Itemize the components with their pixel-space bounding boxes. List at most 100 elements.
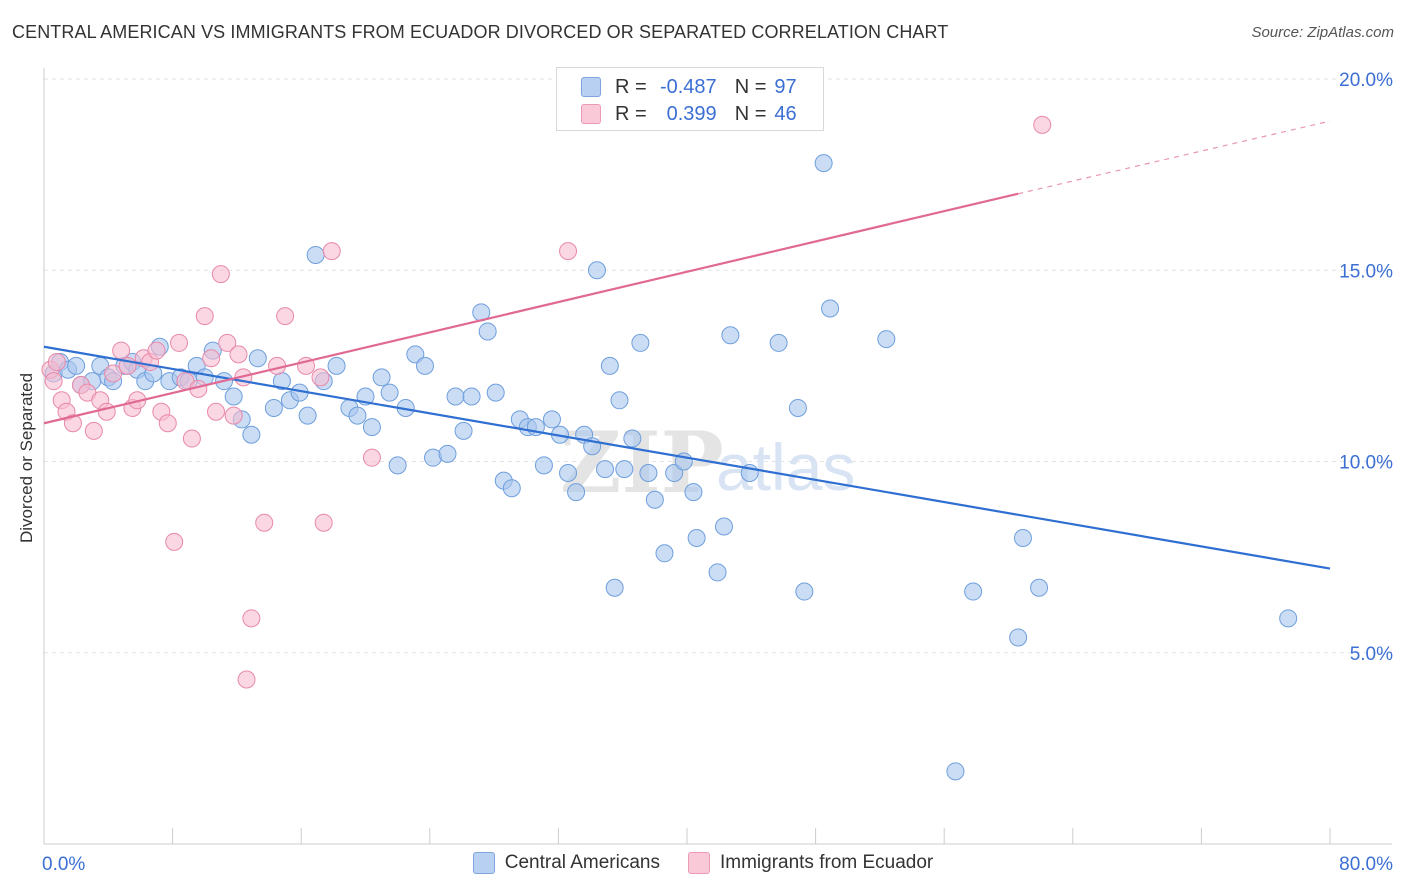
- data-point-central-americans: [708, 563, 727, 582]
- data-point-immigrants-ecuador: [63, 414, 82, 433]
- stats-legend: R = -0.487 N = 97 R = 0.399 N = 46: [556, 67, 824, 131]
- legend-item-immigrants-ecuador: Immigrants from Ecuador: [687, 852, 934, 874]
- series-central-americans: [44, 154, 1298, 781]
- data-point-immigrants-ecuador: [195, 307, 214, 326]
- data-point-immigrants-ecuador: [182, 429, 201, 448]
- data-point-central-americans: [242, 425, 261, 444]
- data-point-central-americans: [380, 383, 399, 402]
- data-point-central-americans: [478, 322, 497, 341]
- data-point-immigrants-ecuador: [211, 265, 230, 284]
- data-point-immigrants-ecuador: [322, 242, 341, 261]
- data-point-immigrants-ecuador: [104, 364, 123, 383]
- trend-line-central-americans: [43, 345, 1331, 570]
- legend-swatch-blue: [472, 852, 495, 874]
- data-point-immigrants-ecuador: [559, 242, 578, 261]
- data-point-central-americans: [454, 421, 473, 440]
- data-point-central-americans: [615, 460, 634, 479]
- data-point-central-americans: [600, 356, 619, 375]
- data-point-central-americans: [964, 582, 983, 601]
- data-point-central-americans: [415, 356, 434, 375]
- data-point-immigrants-ecuador: [170, 333, 189, 352]
- data-point-central-americans: [327, 356, 346, 375]
- data-point-central-americans: [534, 456, 553, 475]
- data-point-central-americans: [542, 410, 561, 429]
- data-point-central-americans: [814, 154, 833, 173]
- data-point-central-americans: [665, 463, 684, 482]
- data-point-central-americans: [224, 387, 243, 406]
- trend-lines: [43, 120, 1331, 570]
- n-value: 97: [774, 75, 797, 98]
- y-tick-label: 5.0%: [1350, 644, 1393, 665]
- data-point-immigrants-ecuador: [314, 513, 333, 532]
- data-point-immigrants-ecuador: [311, 368, 330, 387]
- y-tick-label: 15.0%: [1339, 261, 1393, 282]
- data-point-central-americans: [610, 391, 629, 410]
- legend-swatch-pink: [687, 852, 710, 874]
- data-point-immigrants-ecuador: [158, 414, 177, 433]
- data-point-central-americans: [596, 460, 615, 479]
- data-point-central-americans: [1013, 529, 1032, 547]
- n-label: N =: [734, 102, 767, 125]
- legend-swatch-blue: [581, 77, 601, 97]
- data-point-central-americans: [486, 383, 505, 402]
- data-point-central-americans: [348, 406, 367, 425]
- data-point-immigrants-ecuador: [207, 402, 226, 421]
- data-point-central-americans: [795, 582, 814, 601]
- data-point-immigrants-ecuador: [202, 349, 221, 368]
- y-tick-label: 20.0%: [1339, 70, 1393, 91]
- data-point-immigrants-ecuador: [147, 341, 166, 360]
- data-point-immigrants-ecuador: [224, 406, 243, 425]
- data-point-central-americans: [946, 762, 965, 781]
- data-point-immigrants-ecuador: [362, 448, 381, 467]
- data-point-central-americans: [306, 245, 325, 264]
- legend-item-central-americans: Central Americans: [472, 852, 660, 874]
- data-point-central-americans: [631, 333, 650, 352]
- data-point-immigrants-ecuador: [97, 402, 116, 421]
- data-point-central-americans: [877, 330, 896, 349]
- data-point-central-americans: [714, 517, 733, 536]
- data-point-central-americans: [559, 463, 578, 482]
- n-value: 46: [774, 102, 797, 125]
- data-point-central-americans: [372, 368, 391, 387]
- data-point-central-americans: [721, 326, 740, 345]
- data-point-immigrants-ecuador: [229, 345, 248, 364]
- r-label: R =: [615, 102, 647, 125]
- axes: [43, 68, 1392, 845]
- data-point-central-americans: [684, 483, 703, 502]
- r-label: R =: [615, 75, 647, 98]
- data-point-central-americans: [446, 387, 465, 406]
- legend-label: Immigrants from Ecuador: [719, 852, 934, 873]
- legend-row-central-americans: R = -0.487 N = 97: [581, 75, 797, 99]
- trend-line-immigrants-ecuador: [43, 192, 1019, 425]
- data-point-central-americans: [623, 429, 642, 448]
- data-point-central-americans: [639, 463, 658, 482]
- data-point-central-americans: [1279, 609, 1298, 628]
- data-point-central-americans: [769, 333, 788, 352]
- x-tick-label-min: 0.0%: [42, 854, 85, 875]
- data-point-central-americans: [438, 444, 457, 463]
- data-point-immigrants-ecuador: [255, 513, 274, 532]
- data-point-central-americans: [821, 299, 840, 318]
- r-value: 0.399: [666, 102, 717, 125]
- data-point-central-americans: [67, 356, 86, 375]
- data-point-central-americans: [645, 490, 664, 509]
- data-point-immigrants-ecuador: [276, 307, 295, 326]
- y-axis-label: Divorced or Separated: [17, 373, 36, 543]
- data-point-central-americans: [264, 398, 283, 417]
- series-immigrants-ecuador: [41, 115, 1052, 689]
- data-point-central-americans: [462, 387, 481, 406]
- legend-swatch-pink: [581, 104, 601, 124]
- data-point-immigrants-ecuador: [44, 372, 63, 391]
- data-point-central-americans: [298, 406, 317, 425]
- data-point-immigrants-ecuador: [218, 333, 237, 352]
- data-point-central-americans: [605, 578, 624, 597]
- data-point-central-americans: [655, 544, 674, 563]
- chart-title: CENTRAL AMERICAN VS IMMIGRANTS FROM ECUA…: [12, 22, 949, 42]
- data-point-central-americans: [1030, 578, 1049, 597]
- data-point-central-americans: [587, 261, 606, 280]
- data-point-immigrants-ecuador: [237, 670, 256, 689]
- data-point-central-americans: [567, 483, 586, 502]
- data-point-immigrants-ecuador: [84, 421, 103, 440]
- legend-row-immigrants-ecuador: R = 0.399 N = 46: [581, 102, 797, 126]
